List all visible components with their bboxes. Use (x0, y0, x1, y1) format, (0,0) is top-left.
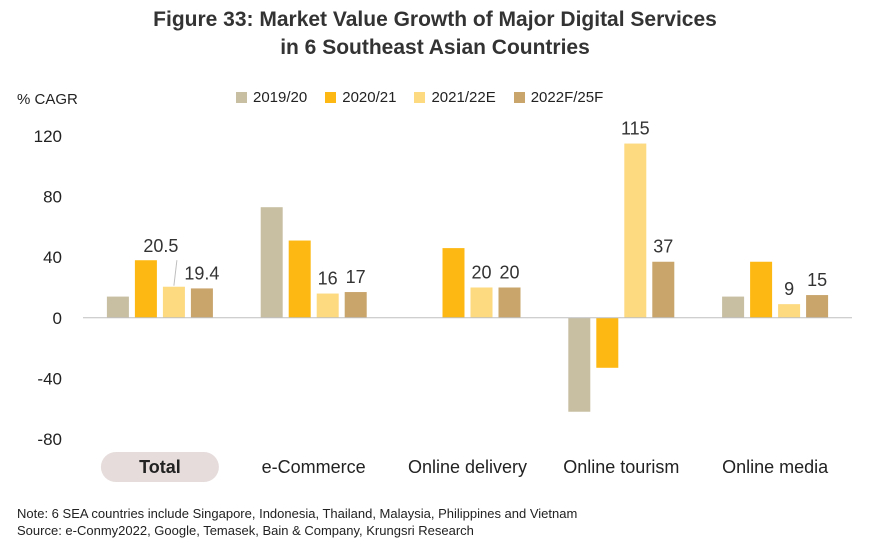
bar-e-commerce-202021 (288, 240, 311, 318)
data-label: 9 (784, 279, 794, 299)
bar-online-tourism-202122e (624, 143, 647, 318)
y-tick-label: 80 (43, 188, 62, 207)
y-tick-label: -80 (37, 430, 62, 449)
data-label: 17 (346, 267, 366, 287)
category-label: Total (139, 457, 181, 477)
source-text: Source: e-Conmy2022, Google, Temasek, Ba… (17, 523, 474, 538)
bar-total-201920 (106, 296, 129, 318)
y-tick-label: -40 (37, 369, 62, 388)
legend-item: 2022F/25F (513, 89, 604, 106)
bar-total-202122e (162, 286, 185, 318)
bar-online-delivery-202122e (470, 287, 493, 318)
category-label: e-Commerce (262, 457, 366, 477)
bar-online-media-202122e (778, 304, 801, 318)
bar-online-delivery-202021 (442, 248, 465, 318)
category-highlight (100, 452, 219, 482)
category-label: Online media (722, 457, 829, 477)
y-tick-label: 40 (43, 248, 62, 267)
category-label: Online tourism (563, 457, 679, 477)
data-label-leader (173, 260, 178, 286)
bar-total-202021 (134, 260, 157, 318)
data-label: 20.5 (143, 236, 178, 256)
legend-item: 2020/21 (325, 89, 396, 106)
y-tick-label: 120 (34, 127, 62, 146)
legend-item: 2021/22E (414, 89, 496, 106)
bar-online-media-2022f25f (806, 295, 829, 318)
y-tick-label: 0 (53, 309, 62, 328)
legend-label: 2020/21 (342, 89, 397, 106)
bar-online-media-202021 (750, 261, 773, 318)
legend-swatch (236, 92, 247, 103)
bar-online-media-201920 (722, 296, 745, 318)
legend-label: 2019/20 (253, 89, 308, 106)
bar-e-commerce-2022f25f (344, 292, 367, 318)
legend-swatch (325, 92, 337, 103)
chart-title-line-1: Figure 33: Market Value Growth of Major … (153, 8, 717, 31)
data-label: 20 (471, 263, 491, 283)
data-label: 16 (318, 269, 338, 289)
bar-online-tourism-202021 (596, 317, 619, 368)
y-axis-label: % CAGR (17, 91, 78, 108)
bar-total-2022f25f (190, 288, 213, 318)
bar-online-tourism-201920 (568, 317, 591, 412)
note-text: Note: 6 SEA countries include Singapore,… (17, 506, 578, 521)
data-label: 115 (621, 119, 650, 139)
data-label: 15 (807, 270, 827, 290)
chart-title-line-2: in 6 Southeast Asian Countries (280, 36, 590, 59)
legend-label: 2022F/25F (530, 89, 604, 106)
category-label: Online delivery (408, 457, 527, 477)
bar-online-tourism-2022f25f (652, 261, 675, 318)
legend: 2019/20 2020/21 2021/22E 2022F/25F (236, 89, 603, 106)
data-label: 37 (653, 237, 673, 257)
chart-title: Figure 33: Market Value Growth of Major … (0, 6, 870, 62)
data-label: 19.4 (184, 263, 219, 283)
bar-chart: 120 80 40 0 -40 -80 20.5 19.4 16 17 20 20 115 37 9 15 To… (34, 119, 852, 482)
legend-label: 2021/22E (431, 89, 496, 106)
bar-e-commerce-202122e (316, 293, 339, 318)
data-label: 20 (499, 263, 519, 283)
legend-swatch (414, 92, 426, 103)
legend-swatch (513, 92, 525, 103)
legend-item: 2019/20 (236, 89, 307, 106)
footnote: Note: 6 SEA countries include Singapore,… (17, 505, 577, 539)
bar-online-delivery-2022f25f (498, 287, 521, 318)
bar-e-commerce-201920 (260, 207, 283, 318)
